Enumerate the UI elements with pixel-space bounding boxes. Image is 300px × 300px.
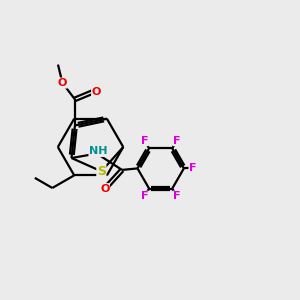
Text: O: O — [92, 87, 101, 97]
Text: F: F — [173, 191, 181, 201]
Text: S: S — [97, 165, 106, 178]
Text: F: F — [189, 164, 196, 173]
Text: F: F — [141, 136, 148, 146]
Text: NH: NH — [89, 146, 107, 157]
Text: F: F — [173, 136, 181, 146]
Text: O: O — [58, 78, 67, 88]
Text: F: F — [141, 191, 148, 201]
Text: O: O — [100, 184, 110, 194]
